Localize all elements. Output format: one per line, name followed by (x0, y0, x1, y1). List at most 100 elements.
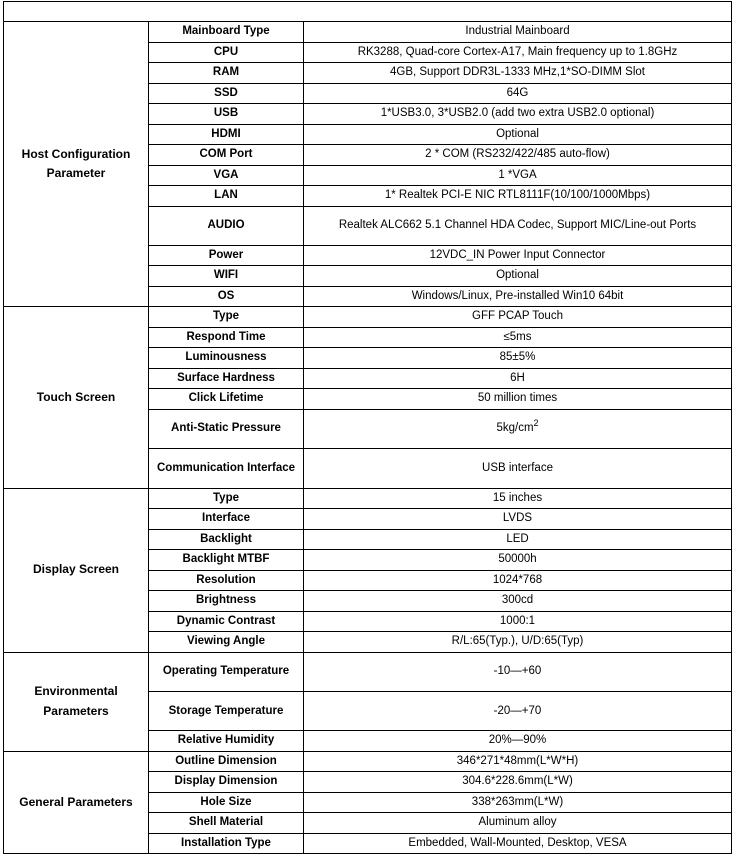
spec-value-text: 50 million times (477, 392, 558, 405)
spec-label: AUDIO (148, 205, 304, 246)
spec-value-text: 6H (510, 371, 525, 384)
spec-value: 12VDC_IN Power Input Connector (303, 244, 732, 267)
spec-value: 4GB, Support DDR3L-1333 MHz,1*SO-DIMM Sl… (303, 62, 732, 84)
spec-value: Embedded, Wall-Mounted, Desktop, VESA (303, 832, 732, 854)
spec-label: Dynamic Contrast (148, 610, 304, 633)
spec-value-text: 2 * COM (RS232/422/485 auto-flow) (425, 148, 610, 160)
spec-label: Backlight (148, 528, 304, 551)
spec-value-text: Optional (496, 269, 539, 282)
spec-value-text: 300cd (501, 594, 534, 607)
spec-label: Type (148, 487, 304, 510)
spec-value: R/L:65(Typ.), U/D:65(Typ) (303, 631, 732, 653)
spec-value-text: ≤5ms (503, 330, 532, 343)
spec-label: LAN (148, 185, 304, 207)
spec-value-text: Aluminum alloy (478, 816, 557, 829)
spec-label: OS (148, 285, 304, 308)
table-row: Surface Hardness 6H (4, 367, 732, 390)
spec-value: 50000h (303, 549, 732, 571)
spec-value: 50 million times (303, 388, 732, 410)
spec-value-text: Windows/Linux, Pre-installed Win10 64bit (411, 289, 624, 302)
spec-label: Hole Size (148, 791, 304, 814)
spec-value-text: 1*USB3.0, 3*USB2.0 (add two extra USB2.0… (380, 107, 655, 119)
spec-value: 1* Realtek PCI-E NIC RTL8111F(10/100/100… (303, 185, 732, 207)
spec-value-text: 85±5% (499, 351, 536, 364)
spec-label: Anti-Static Pressure (148, 408, 304, 450)
spec-label: Viewing Angle (148, 631, 304, 653)
spec-value: LVDS (303, 508, 732, 530)
spec-label: Interface (148, 508, 304, 530)
spec-value: 15 inches (303, 487, 732, 510)
spec-label: Shell Material (148, 812, 304, 834)
spec-value-text: LVDS (502, 512, 533, 525)
spec-value: ≤5ms (303, 326, 732, 349)
spec-value: Realtek ALC662 5.1 Channel HDA Codec, Su… (303, 205, 732, 246)
spec-label: Mainboard Type (148, 21, 304, 43)
spec-value-text: Optional (496, 127, 539, 140)
spec-label: Resolution (148, 569, 304, 592)
spec-value-text: 346*271*48mm(L*W*H) (456, 754, 579, 767)
spec-value: 1024*768 (303, 569, 732, 592)
spec-value-text: -10—+60 (493, 665, 542, 678)
spec-label: Surface Hardness (148, 367, 304, 390)
spec-value: 304.6*228.6mm(L*W) (303, 771, 732, 793)
spec-value: 85±5% (303, 347, 732, 369)
spec-value: -10—+60 (303, 651, 732, 693)
spec-value-text: 20%—90% (488, 734, 547, 747)
spec-label: Display Dimension (148, 771, 304, 793)
table-row: Storage Temperature -20—+70 (4, 691, 732, 732)
section-title: General Parameters (3, 750, 149, 854)
spec-value: 20%—90% (303, 730, 732, 752)
spec-label: Type (148, 306, 304, 328)
section-title: Host Configuration Parameter (3, 20, 149, 308)
spec-label: Backlight MTBF (148, 549, 304, 571)
spec-label: SSD (148, 82, 304, 104)
spec-value-text: 64G (506, 86, 529, 99)
spec-label: WIFI (148, 265, 304, 287)
table-row: Touch Screen Type GFF PCAP Touch (3, 306, 732, 489)
table-row: Viewing Angle R/L:65(Typ.), U/D:65(Typ) (4, 631, 732, 653)
spec-value: 338*263mm(L*W) (303, 791, 732, 814)
spec-value-text: GFF PCAP Touch (472, 310, 563, 323)
spec-value: 64G (303, 82, 732, 104)
spec-value-text: 15 inches (492, 491, 543, 504)
spec-label: HDMI (148, 123, 304, 145)
spec-value: 346*271*48mm(L*W*H) (303, 750, 732, 773)
spec-value: LED (303, 528, 732, 551)
spec-label: Installation Type (148, 832, 304, 854)
table-row: Respond Time ≤5ms (4, 326, 732, 349)
spec-label: Click Lifetime (148, 388, 304, 410)
spec-value-text: -20—+70 (493, 704, 542, 717)
spec-label: Relative Humidity (148, 730, 304, 752)
spec-value-text: RK3288, Quad-core Cortex-A17, Main frequ… (357, 45, 678, 58)
spec-value-text: 4GB, Support DDR3L-1333 MHz,1*SO-DIMM Sl… (389, 66, 645, 78)
table-row: Environmental Parameters Operating Temper… (3, 651, 732, 752)
table-header (3, 1, 732, 22)
table-row: VGA 1 *VGA (4, 164, 732, 186)
spec-value: 6H (303, 367, 732, 390)
spec-value-text: 338*263mm(L*W) (471, 795, 564, 808)
spec-label: COM Port (148, 144, 304, 166)
spec-label: Operating Temperature (148, 651, 304, 693)
section-title: Display Screen (3, 487, 149, 653)
spec-label: USB (148, 103, 304, 125)
spec-value-text: Industrial Mainboard (465, 25, 570, 37)
table-row: WIFI Optional (4, 265, 732, 287)
spec-value: 1*USB3.0, 3*USB2.0 (add two extra USB2.0… (303, 103, 732, 125)
spec-value: Optional (303, 265, 732, 287)
spec-value: 300cd (303, 590, 732, 612)
spec-value: 1000:1 (303, 610, 732, 633)
spec-label: CPU (148, 41, 304, 63)
section-title: Environmental Parameters (3, 651, 149, 752)
spec-value-text: 5kg/cm (496, 422, 534, 435)
spec-value: Optional (303, 123, 732, 145)
spec-value-text: 50000h (498, 553, 537, 566)
spec-value-text: 1* Realtek PCI-E NIC RTL8111F(10/100/100… (384, 189, 651, 201)
table-row: AUDIO Realtek ALC662 5.1 Channel HDA Code… (4, 205, 732, 246)
spec-value: GFF PCAP Touch (303, 306, 732, 328)
spec-label: RAM (148, 62, 304, 84)
spec-value-text: Embedded, Wall-Mounted, Desktop, VESA (408, 836, 627, 849)
spec-value: Windows/Linux, Pre-installed Win10 64bit (303, 285, 732, 308)
table-row: LAN 1* Realtek PCI-E NIC RTL8111F(10/100/… (4, 185, 732, 207)
spec-value-text: 1024*768 (492, 573, 543, 586)
spec-value: 2 * COM (RS232/422/485 auto-flow) (303, 144, 732, 166)
